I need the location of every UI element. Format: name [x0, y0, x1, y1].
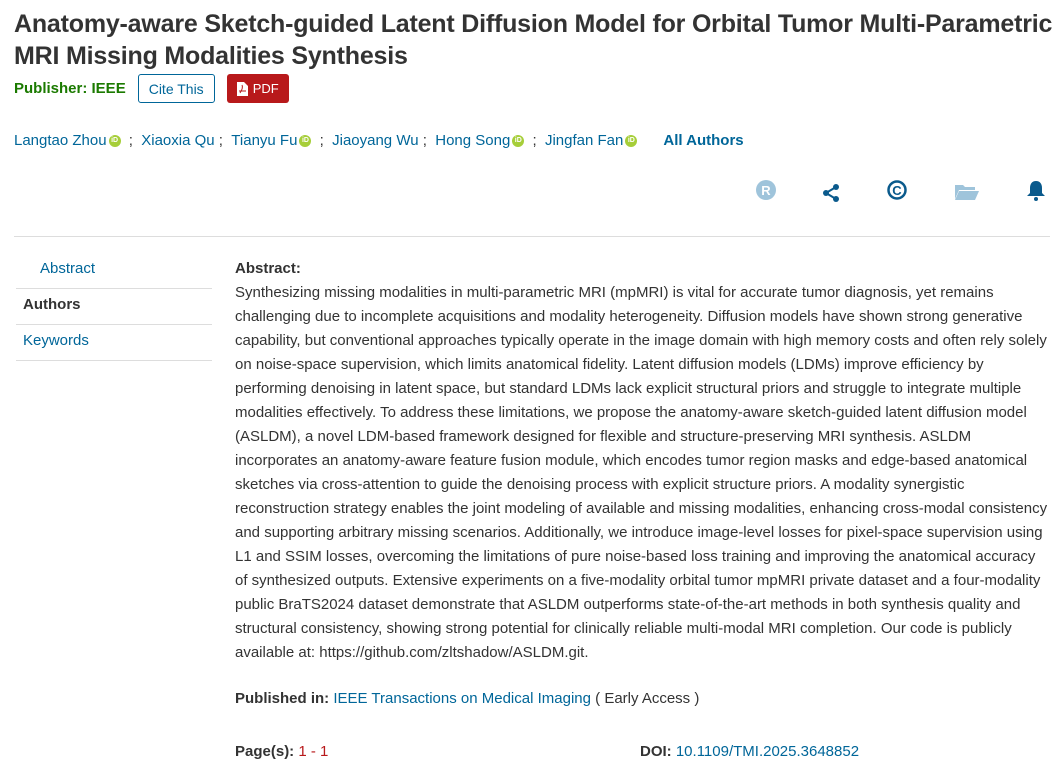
pdf-icon — [236, 81, 248, 96]
publisher-row: Publisher: IEEE Cite This PDF — [14, 74, 289, 103]
pages-label: Page(s): — [235, 743, 295, 760]
author-link[interactable]: Tianyu Fu — [231, 132, 298, 149]
abstract-section: Abstract: Synthesizing missing modalitie… — [235, 257, 1050, 665]
pages: Page(s): 1 - 1 — [235, 743, 328, 760]
author-link[interactable]: Jiaoyang Wu — [332, 132, 419, 149]
abstract-heading: Abstract: — [235, 260, 301, 277]
doi-label: DOI: — [640, 743, 672, 760]
doi-link[interactable]: 10.1109/TMI.2025.3648852 — [675, 743, 860, 760]
article-toolbar: R C — [0, 180, 1062, 204]
nav-keywords[interactable]: Keywords — [16, 325, 212, 361]
author-link[interactable]: Hong Song — [435, 132, 511, 149]
pages-value: 1 - 1 — [298, 743, 329, 760]
all-authors-link[interactable]: All Authors — [663, 132, 744, 149]
svg-text:R: R — [761, 183, 771, 198]
published-in: Published in: IEEE Transactions on Medic… — [235, 690, 699, 707]
alert-bell-icon[interactable] — [1027, 180, 1045, 207]
doi: DOI: 10.1109/TMI.2025.3648852 — [640, 743, 859, 760]
published-in-label: Published in: — [235, 690, 330, 707]
early-access: ( Early Access ) — [590, 690, 700, 707]
abstract-text: Synthesizing missing modalities in multi… — [235, 284, 1048, 661]
journal-link[interactable]: IEEE Transactions on Medical Imaging — [333, 690, 591, 707]
section-nav: Abstract Authors Keywords — [16, 253, 212, 361]
cite-this-button[interactable]: Cite This — [137, 74, 215, 103]
orcid-icon[interactable]: iD — [625, 134, 638, 147]
copyright-icon[interactable]: C — [887, 180, 907, 205]
share-icon[interactable] — [823, 184, 839, 207]
author-link[interactable]: Jingfan Fan — [544, 132, 624, 149]
svg-text:C: C — [892, 183, 902, 198]
pdf-label: PDF — [252, 81, 279, 96]
article-title: Anatomy-aware Sketch-guided Latent Diffu… — [14, 10, 1053, 70]
orcid-icon[interactable]: iD — [512, 134, 525, 147]
rights-icon[interactable]: R — [756, 180, 776, 205]
pdf-button[interactable]: PDF — [226, 74, 289, 103]
nav-abstract[interactable]: Abstract — [16, 253, 212, 289]
folder-icon[interactable] — [955, 183, 979, 206]
divider — [14, 236, 1050, 237]
orcid-icon[interactable]: iD — [299, 134, 312, 147]
author-link[interactable]: Langtao Zhou — [14, 132, 107, 149]
orcid-icon[interactable]: iD — [108, 134, 121, 147]
nav-authors[interactable]: Authors — [16, 289, 212, 325]
author-link[interactable]: Xiaoxia Qu — [141, 132, 215, 149]
author-list: Langtao Zhou iD ; Xiaoxia Qu ; Tianyu Fu i… — [14, 132, 744, 149]
publisher: Publisher: IEEE — [14, 80, 126, 97]
